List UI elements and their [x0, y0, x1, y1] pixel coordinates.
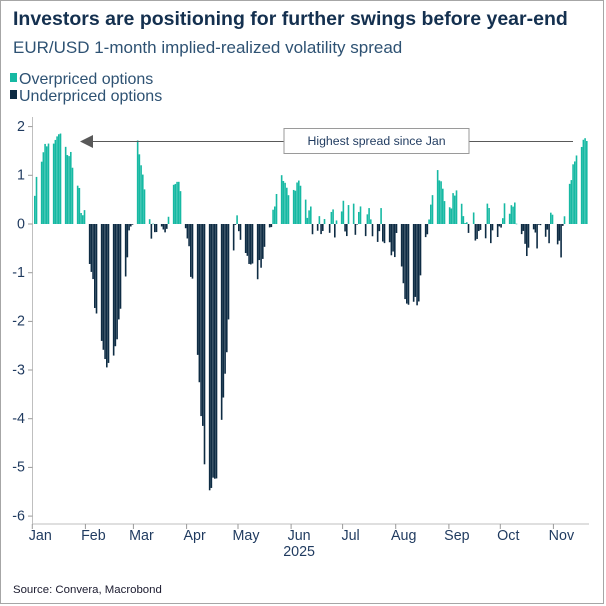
svg-text:-2: -2 [12, 314, 25, 330]
svg-text:-3: -3 [12, 362, 25, 378]
svg-text:-4: -4 [12, 411, 25, 427]
svg-text:Mar: Mar [129, 528, 154, 544]
svg-text:Jun: Jun [288, 528, 311, 544]
svg-text:Jan: Jan [29, 528, 52, 544]
svg-text:Highest spread since Jan: Highest spread since Jan [307, 134, 445, 148]
svg-text:Sep: Sep [444, 528, 469, 544]
svg-text:2025: 2025 [283, 544, 315, 560]
svg-text:-5: -5 [12, 460, 25, 476]
svg-text:-6: -6 [12, 508, 25, 524]
svg-text:-1: -1 [12, 265, 25, 281]
svg-text:Oct: Oct [497, 528, 519, 544]
svg-text:1: 1 [17, 168, 25, 184]
svg-text:Nov: Nov [549, 528, 575, 544]
svg-text:Jul: Jul [341, 528, 359, 544]
svg-text:2: 2 [17, 119, 25, 135]
svg-text:Apr: Apr [183, 528, 205, 544]
svg-text:0: 0 [17, 216, 25, 232]
svg-text:Feb: Feb [81, 528, 106, 544]
svg-text:Aug: Aug [391, 528, 416, 544]
svg-text:May: May [232, 528, 260, 544]
